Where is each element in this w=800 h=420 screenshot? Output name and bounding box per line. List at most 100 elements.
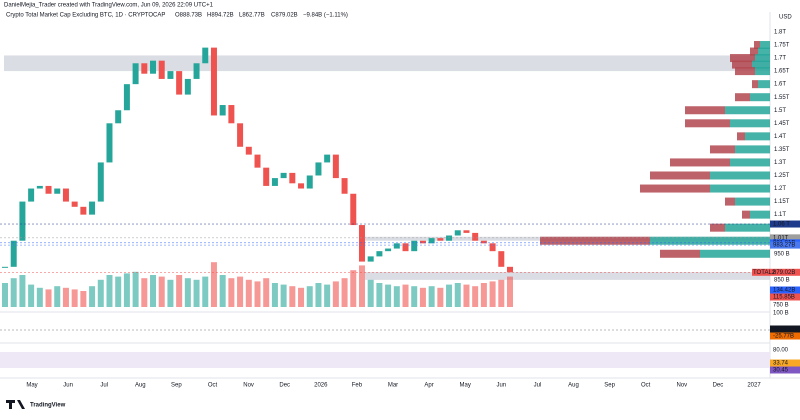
profile-up bbox=[755, 67, 770, 76]
pane-label: -25.77B bbox=[773, 334, 794, 340]
rsi-band bbox=[0, 352, 770, 368]
profile-up bbox=[710, 184, 770, 193]
profile-up bbox=[735, 145, 770, 154]
candle bbox=[2, 266, 8, 268]
volume-bar bbox=[271, 283, 278, 307]
y-tick-label: 1.55T bbox=[774, 95, 790, 101]
profile-up bbox=[730, 119, 770, 128]
x-tick-label: May bbox=[460, 383, 471, 389]
candle bbox=[28, 188, 35, 202]
volume-bar bbox=[71, 289, 78, 307]
profile-down bbox=[725, 197, 735, 206]
pane-label: 750 B bbox=[773, 303, 789, 309]
profile-down bbox=[754, 41, 760, 50]
volume-bar bbox=[315, 283, 322, 307]
profile-down bbox=[735, 67, 755, 76]
price-badge bbox=[770, 268, 800, 276]
x-tick-label: 2026 bbox=[314, 383, 328, 389]
candle bbox=[167, 71, 174, 79]
volume-bar bbox=[332, 281, 339, 307]
x-tick-label: Dec bbox=[713, 383, 724, 389]
volume-bar bbox=[228, 278, 235, 307]
candle bbox=[489, 243, 496, 252]
profile-up bbox=[750, 210, 770, 219]
y-tick-label: 1.3T bbox=[774, 160, 786, 166]
zone bbox=[4, 55, 770, 72]
volume-bar bbox=[80, 291, 87, 307]
x-tick-label: May bbox=[26, 383, 37, 389]
candle bbox=[341, 178, 348, 194]
profile-down bbox=[732, 60, 752, 69]
profile-up bbox=[758, 80, 770, 89]
x-tick-label: Nov bbox=[676, 383, 687, 389]
symbol-tag: TOTAL2 bbox=[753, 270, 776, 276]
volume-bar bbox=[106, 275, 113, 307]
volume-bar bbox=[54, 286, 61, 307]
profile-down bbox=[685, 106, 725, 115]
candle bbox=[271, 178, 278, 186]
volume-bar bbox=[298, 287, 305, 307]
candle bbox=[115, 110, 122, 124]
y-tick-label: 1.75T bbox=[774, 43, 790, 49]
price-badge-label: 879.02B bbox=[773, 270, 795, 276]
volume-bar bbox=[324, 284, 331, 307]
profile-up bbox=[700, 249, 770, 258]
volume-bar bbox=[419, 287, 426, 307]
ohlc-value: O888.73B bbox=[175, 13, 202, 19]
profile-down bbox=[710, 145, 735, 154]
pane-badge bbox=[770, 359, 800, 367]
y-tick-label: 1.5T bbox=[774, 108, 786, 114]
logo bbox=[6, 400, 25, 409]
candle bbox=[437, 238, 444, 241]
candle bbox=[428, 238, 435, 244]
candle bbox=[106, 123, 113, 163]
pane-label: 30.45 bbox=[773, 368, 789, 374]
volume-bar bbox=[28, 284, 35, 307]
volume-bar bbox=[2, 283, 8, 307]
profile-down bbox=[735, 93, 750, 102]
ohlc-value: −9.84B (−1.11%) bbox=[303, 13, 348, 19]
author-line: DanielMejia_Trader created with TradingV… bbox=[4, 3, 214, 9]
x-tick-label: Aug bbox=[568, 383, 579, 389]
volume-bar bbox=[89, 286, 96, 307]
price-badge-label: 1.06 T bbox=[773, 222, 790, 228]
price-badge bbox=[770, 234, 800, 242]
x-tick-label: 2027 bbox=[747, 383, 761, 389]
profile-up bbox=[750, 93, 770, 102]
candle bbox=[150, 60, 157, 74]
volume-bar bbox=[158, 276, 165, 307]
candle bbox=[10, 240, 17, 267]
volume-bar bbox=[306, 286, 313, 307]
ohlc-value: C879.02B bbox=[271, 13, 298, 19]
volume-bar bbox=[141, 278, 148, 307]
symbol-tag-bg bbox=[752, 268, 770, 276]
candle bbox=[289, 172, 296, 184]
candle bbox=[184, 78, 191, 95]
candle bbox=[411, 240, 418, 252]
y-tick-label: 1.6T bbox=[774, 82, 786, 88]
price-badge-label: 1.01T bbox=[773, 235, 789, 241]
volume-bar bbox=[437, 287, 444, 307]
x-tick-label: Apr bbox=[424, 383, 433, 389]
volume-bar bbox=[341, 278, 348, 307]
profile-down bbox=[742, 210, 750, 219]
volume-bar bbox=[123, 273, 130, 307]
volume-bar bbox=[97, 279, 104, 307]
candle bbox=[80, 206, 87, 215]
profile-up bbox=[758, 47, 770, 56]
x-tick-label: Sep bbox=[171, 383, 182, 389]
volume-bar bbox=[385, 284, 392, 307]
y-tick-label: 1.7T bbox=[774, 56, 786, 62]
x-tick-label: Jun bbox=[496, 383, 506, 389]
pane-badge bbox=[770, 332, 800, 340]
profile-up bbox=[735, 197, 770, 206]
volume-bar bbox=[219, 275, 226, 307]
profile-up bbox=[650, 236, 770, 245]
profile-down bbox=[730, 54, 755, 63]
volume-bar bbox=[176, 275, 183, 307]
y-tick-label: 950 B bbox=[774, 251, 790, 257]
price-badge bbox=[770, 241, 800, 249]
candle bbox=[358, 225, 365, 262]
volume-bar bbox=[10, 278, 17, 307]
